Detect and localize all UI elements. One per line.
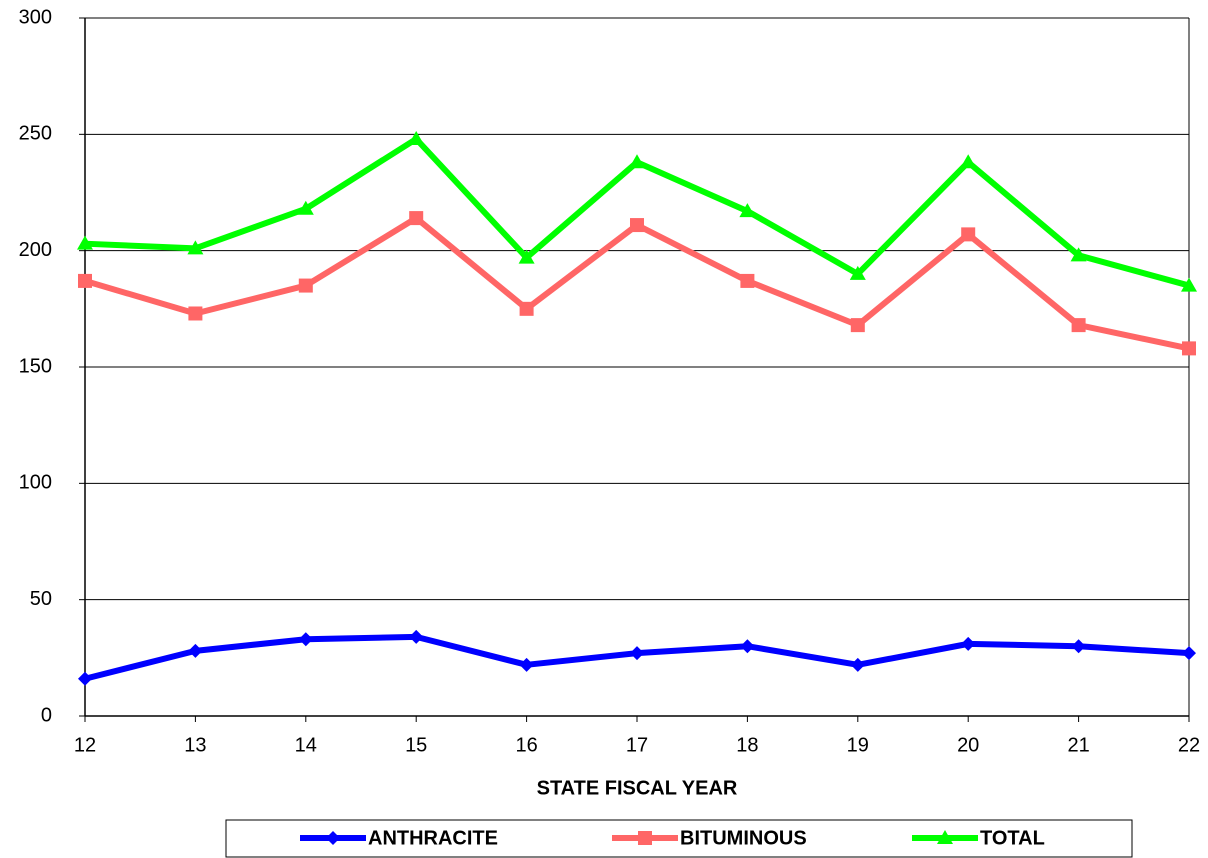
marker: [850, 318, 865, 333]
marker: [409, 211, 424, 226]
marker: [518, 249, 535, 264]
marker: [409, 629, 424, 644]
series-line: [84, 215, 1190, 352]
marker: [1071, 639, 1086, 654]
marker: [630, 218, 644, 233]
legend-label: ANTHRACITE: [368, 827, 498, 849]
marker: [78, 273, 92, 288]
y-tick-label: 250: [19, 123, 52, 145]
marker: [326, 831, 340, 845]
y-tick-label: 50: [30, 588, 52, 610]
marker: [960, 154, 977, 169]
marker: [1070, 247, 1087, 262]
marker: [188, 643, 203, 658]
marker: [188, 306, 203, 321]
marker: [1182, 341, 1196, 356]
marker: [638, 831, 652, 845]
marker: [298, 632, 313, 647]
x-tick-label: 22: [1178, 734, 1200, 756]
marker: [739, 203, 756, 218]
legend-label: TOTAL: [980, 827, 1045, 849]
x-tick-label: 19: [847, 734, 869, 756]
x-tick-label: 18: [736, 734, 758, 756]
marker: [408, 130, 425, 145]
x-tick-label: 17: [626, 734, 648, 756]
marker: [850, 657, 865, 672]
x-tick-label: 12: [74, 734, 96, 756]
marker: [630, 646, 644, 661]
y-tick-label: 150: [19, 355, 52, 377]
x-tick-label: 20: [957, 734, 979, 756]
marker: [937, 830, 953, 844]
x-tick-label: 13: [184, 734, 206, 756]
x-axis-title: STATE FISCAL YEAR: [537, 777, 738, 799]
marker: [629, 154, 645, 169]
legend-box: [225, 819, 1133, 858]
marker: [1182, 646, 1196, 661]
marker: [849, 265, 866, 280]
marker: [297, 200, 314, 215]
marker: [961, 227, 976, 242]
legend-label: BITUMINOUS: [680, 827, 807, 849]
marker: [187, 240, 204, 255]
marker: [740, 273, 755, 288]
marker: [740, 639, 755, 654]
marker: [519, 657, 534, 672]
marker: [298, 278, 313, 293]
x-tick-label: 21: [1067, 734, 1089, 756]
marker: [961, 636, 976, 651]
marker: [519, 301, 534, 316]
x-tick-label: 15: [405, 734, 427, 756]
y-tick-label: 0: [41, 704, 52, 726]
marker: [1181, 277, 1197, 292]
x-tick-label: 16: [515, 734, 537, 756]
y-tick-label: 300: [19, 6, 52, 28]
marker: [78, 671, 92, 686]
y-tick-label: 100: [19, 472, 52, 494]
y-tick-label: 200: [19, 239, 52, 261]
marker: [77, 235, 93, 250]
x-tick-label: 14: [295, 734, 317, 756]
marker: [1071, 318, 1086, 333]
